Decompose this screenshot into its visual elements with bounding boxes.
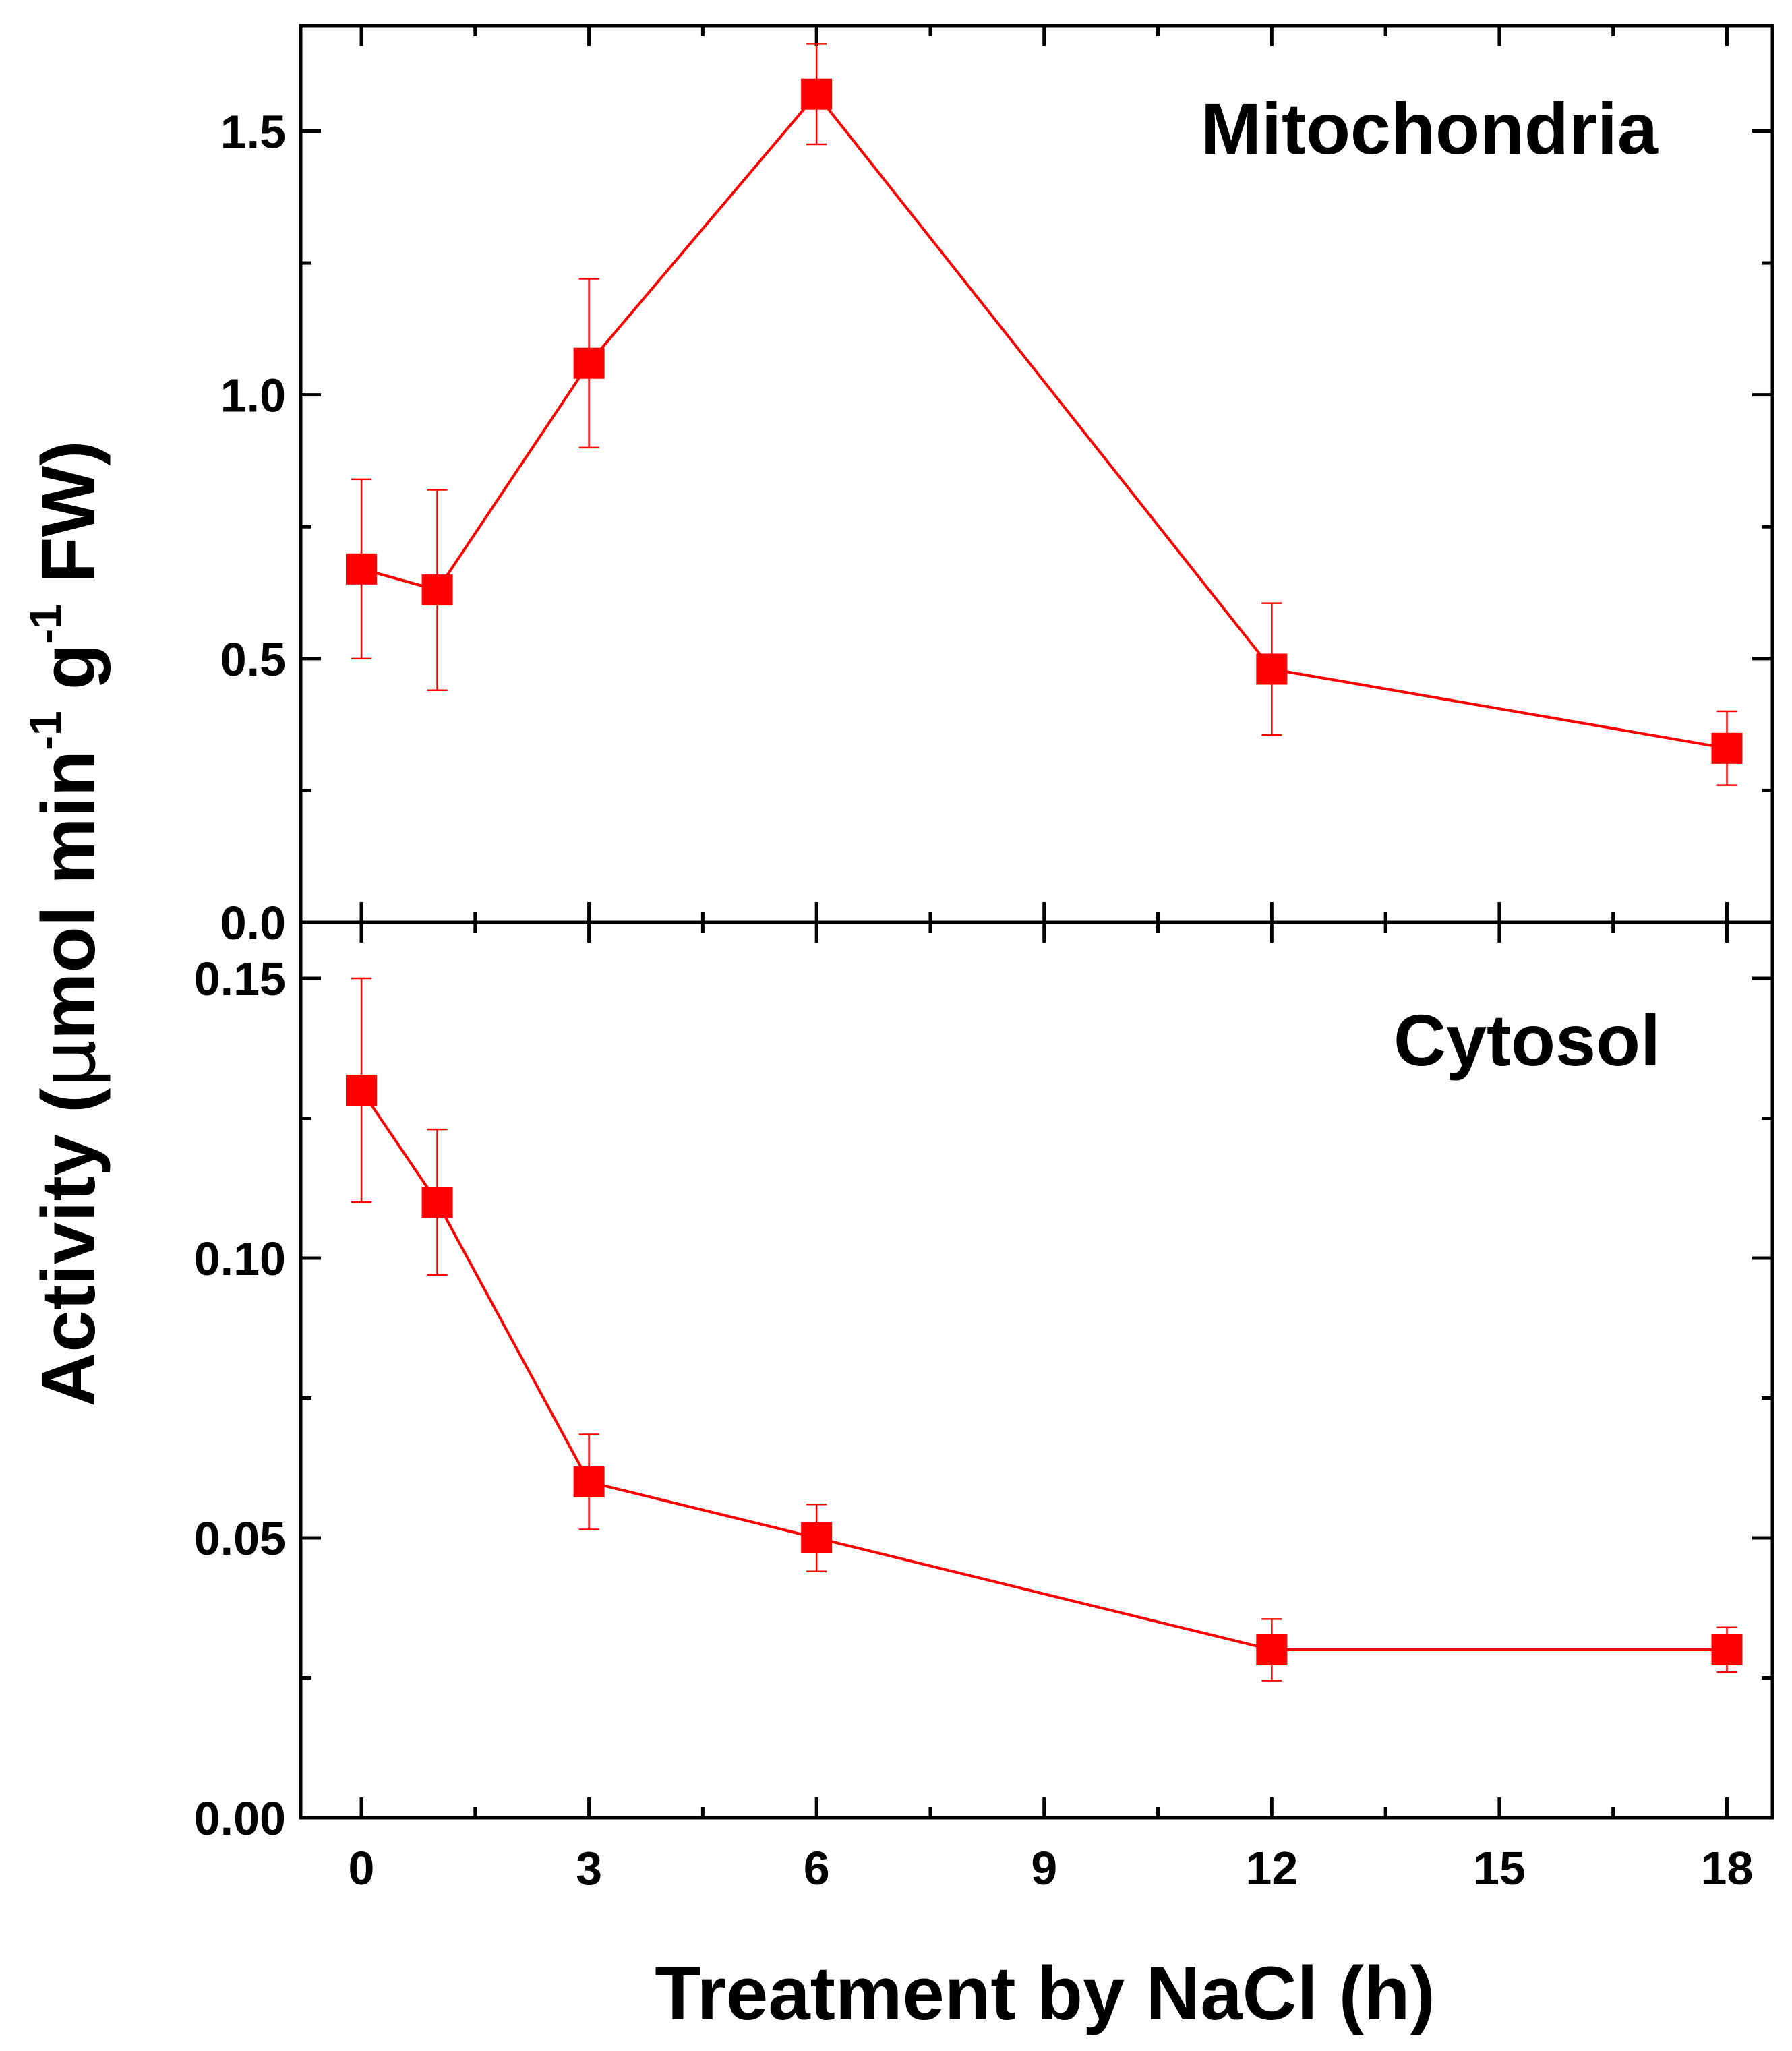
top-ytick-label: 0.0 bbox=[220, 897, 286, 949]
y-axis-title-prefix: Activity ( bbox=[26, 1088, 111, 1407]
bottom-data-point bbox=[801, 1522, 833, 1553]
x-axis-title: Treatment by NaCl (h) bbox=[655, 1951, 1435, 2035]
xtick-label: 9 bbox=[1031, 1842, 1057, 1895]
bottom-data-point bbox=[573, 1466, 605, 1497]
xtick-label: 3 bbox=[576, 1842, 602, 1895]
y-axis-title-sup2: -1 bbox=[20, 604, 70, 644]
top-data-point bbox=[573, 347, 605, 379]
y-axis-title-sup1: -1 bbox=[20, 711, 70, 750]
y-axis-title-mu: μ bbox=[25, 1040, 113, 1088]
bottom-ytick-label: 0.10 bbox=[194, 1232, 286, 1285]
panel-label-cytosol: Cytosol bbox=[1394, 999, 1661, 1081]
bottom-series bbox=[346, 977, 1743, 1682]
top-data-point bbox=[421, 574, 453, 606]
top-ytick-label: 1.0 bbox=[220, 369, 286, 422]
xtick-label: 0 bbox=[349, 1842, 375, 1895]
bottom-panel-frame bbox=[299, 920, 1774, 1820]
bottom-ytick-label: 0.00 bbox=[194, 1792, 286, 1845]
xtick-label: 18 bbox=[1701, 1842, 1754, 1895]
top-data-point bbox=[801, 78, 833, 110]
xtick-label: 15 bbox=[1473, 1842, 1526, 1895]
ticks bbox=[301, 26, 1772, 1820]
bottom-ytick-label: 0.05 bbox=[194, 1512, 286, 1565]
bottom-data-point bbox=[421, 1187, 453, 1218]
panel-label-mitochondria: Mitochondria bbox=[1201, 88, 1659, 169]
y-axis-title-mol-min: mol min bbox=[26, 750, 111, 1040]
top-ytick-label: 1.5 bbox=[220, 105, 286, 158]
y-axis-title: Activity (μmol min-1 g-1 FW) bbox=[20, 440, 113, 1406]
top-data-point bbox=[1256, 653, 1288, 685]
bottom-series-line bbox=[360, 1089, 1727, 1651]
xtick-label: 12 bbox=[1245, 1842, 1298, 1895]
y-axis-title-suffix: FW) bbox=[26, 440, 111, 604]
xtick-label: 6 bbox=[804, 1842, 830, 1895]
top-data-point bbox=[346, 553, 378, 585]
bottom-data-point bbox=[1711, 1634, 1743, 1665]
tick-labels: 0.0 0.5 1.0 1.5 0.00 0.05 0.10 0.15 0 3 6 9 12 15 18 bbox=[194, 105, 1754, 1895]
top-series-line bbox=[361, 92, 1727, 750]
top-series bbox=[346, 43, 1743, 786]
bottom-data-point bbox=[346, 1075, 378, 1106]
top-ytick-label: 0.5 bbox=[220, 633, 286, 686]
top-data-point bbox=[1711, 732, 1743, 764]
bottom-data-point bbox=[1256, 1634, 1288, 1665]
bottom-ytick-label: 0.15 bbox=[194, 953, 286, 1005]
y-axis-title-g: g bbox=[26, 644, 111, 711]
